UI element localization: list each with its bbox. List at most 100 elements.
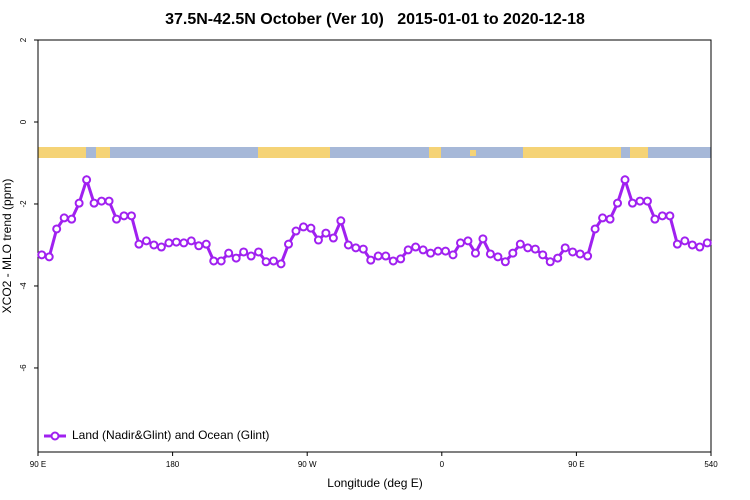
x-axis-label: Longitude (deg E) — [327, 476, 422, 490]
data-point — [598, 213, 608, 223]
data-point — [627, 198, 637, 208]
data-point — [523, 243, 533, 253]
x-tick-label: 90 E — [30, 460, 46, 469]
data-point — [403, 245, 413, 255]
land-band — [38, 147, 86, 158]
land-band — [429, 147, 441, 158]
data-point — [149, 240, 159, 250]
data-point — [426, 248, 436, 258]
data-point — [97, 196, 107, 206]
data-point — [179, 238, 189, 248]
data-point — [112, 214, 122, 224]
data-point — [201, 239, 211, 249]
data-point — [560, 243, 570, 253]
data-point — [284, 239, 294, 249]
data-point — [254, 247, 264, 257]
data-point — [269, 256, 279, 266]
data-point — [343, 240, 353, 250]
data-point — [52, 224, 62, 234]
data-point — [134, 239, 144, 249]
data-point — [37, 250, 47, 260]
data-point — [680, 236, 690, 246]
land-band — [630, 147, 648, 158]
data-point — [672, 239, 682, 249]
data-point — [216, 256, 226, 266]
land-ocean-strip — [38, 147, 711, 158]
data-point — [336, 216, 346, 226]
data-point — [702, 238, 712, 248]
data-point — [209, 256, 219, 266]
data-point — [665, 211, 675, 221]
data-point — [328, 233, 338, 243]
data-point — [515, 239, 525, 249]
data-point — [67, 214, 77, 224]
data-point — [351, 243, 361, 253]
land-band — [523, 147, 621, 158]
data-point — [568, 247, 578, 257]
data-point — [388, 256, 398, 266]
data-point — [470, 248, 480, 258]
data-point — [321, 228, 331, 238]
x-tick-label: 540 — [704, 460, 718, 469]
data-point — [246, 251, 256, 261]
chart-title: 37.5N-42.5N October (Ver 10) 2015-01-01 … — [165, 11, 585, 28]
data-point — [276, 259, 286, 269]
data-point — [119, 211, 129, 221]
data-point — [605, 214, 615, 224]
y-tick-label: -2 — [19, 200, 28, 208]
data-point — [239, 247, 249, 257]
data-point — [89, 198, 99, 208]
data-point — [687, 240, 697, 250]
x-tick-label: 0 — [440, 460, 445, 469]
y-tick-label: -4 — [19, 282, 28, 290]
legend-label: Land (Nadir&Glint) and Ocean (Glint) — [72, 428, 269, 442]
y-tick-label: 2 — [19, 37, 28, 42]
data-point — [291, 226, 301, 236]
data-point — [433, 246, 443, 256]
data-point — [448, 250, 458, 260]
plot-frame — [37, 39, 712, 453]
data-point — [411, 242, 421, 252]
data-point — [231, 253, 241, 263]
data-point — [358, 244, 368, 254]
x-tick-label: 180 — [166, 460, 180, 469]
data-point — [642, 196, 652, 206]
data-point — [620, 175, 630, 185]
data-point — [418, 245, 428, 255]
data-point — [306, 223, 316, 233]
data-point — [455, 238, 465, 248]
data-point — [164, 238, 174, 248]
data-point — [553, 253, 563, 263]
data-point — [478, 234, 488, 244]
data-point — [126, 211, 136, 221]
legend-marker — [50, 431, 60, 441]
data-point — [381, 251, 391, 261]
data-point — [583, 251, 593, 261]
data-point — [485, 249, 495, 259]
data-point — [366, 255, 376, 265]
data-point — [82, 175, 92, 185]
data-point — [493, 252, 503, 262]
data-point — [463, 236, 473, 246]
x-tick-label: 90 E — [568, 460, 584, 469]
land-band — [470, 150, 476, 156]
data-point — [695, 242, 705, 252]
data-point — [373, 251, 383, 261]
data-point — [441, 246, 451, 256]
data-point — [538, 250, 548, 260]
x-tick-label: 90 W — [298, 460, 317, 469]
data-point — [590, 224, 600, 234]
data-point — [613, 198, 623, 208]
data-point — [261, 257, 271, 267]
data-point — [141, 236, 151, 246]
data-point — [156, 242, 166, 252]
data-point — [224, 248, 234, 258]
data-point — [650, 214, 660, 224]
ocean-band — [38, 147, 711, 158]
data-point — [74, 198, 84, 208]
data-point — [104, 196, 114, 206]
data-point — [186, 236, 196, 246]
land-band — [96, 147, 110, 158]
y-tick-label: -6 — [19, 364, 28, 372]
